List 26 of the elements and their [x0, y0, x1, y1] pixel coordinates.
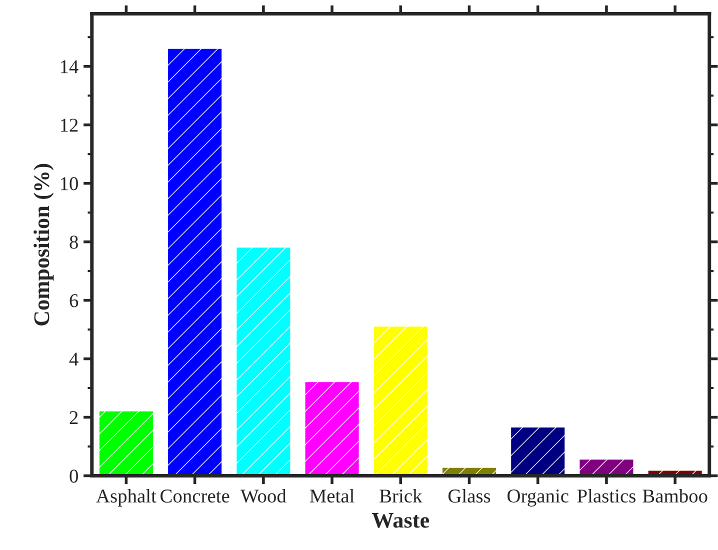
y-tick-label: 0	[70, 470, 78, 483]
x-axis-title: Waste	[372, 513, 430, 528]
x-tick-label: Metal	[310, 488, 354, 503]
y-tick-label: 12	[60, 118, 78, 132]
y-tick-label: 6	[70, 294, 78, 308]
bar	[236, 248, 290, 476]
y-tick-label: 8	[70, 236, 78, 249]
y-tick-label: 10	[60, 177, 78, 190]
bar	[511, 428, 565, 476]
x-tick-label: Plastics	[577, 488, 636, 503]
x-tick-label: Concrete	[160, 490, 230, 503]
y-axis-title: Composition (%)	[34, 164, 54, 326]
x-tick-label: Wood	[240, 488, 286, 503]
bar	[168, 48, 222, 476]
x-tick-label: Organic	[508, 490, 568, 507]
bar	[99, 411, 153, 476]
y-tick-label: 2	[70, 411, 78, 424]
x-tick-label: Bamboo	[642, 488, 708, 503]
bar	[580, 460, 634, 476]
x-tick-label: Asphalt	[96, 488, 156, 507]
bar	[374, 326, 428, 476]
bar	[305, 382, 359, 476]
x-tick-label: Brick	[380, 488, 422, 503]
x-tick-label: Glass	[448, 488, 490, 503]
y-tick-label: 4	[69, 352, 78, 366]
y-tick-label: 14	[60, 60, 78, 74]
